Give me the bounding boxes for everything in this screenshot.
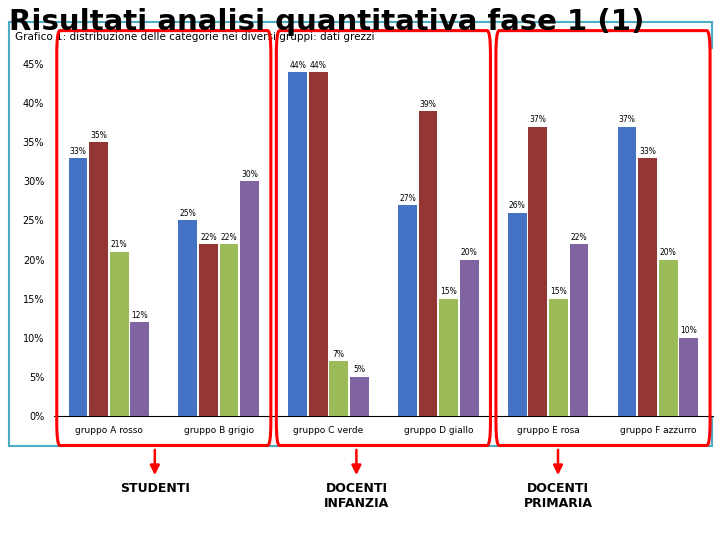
Bar	[528, 127, 547, 416]
Text: 39%: 39%	[420, 100, 436, 109]
Bar	[199, 244, 218, 416]
Bar	[398, 205, 417, 416]
Bar	[459, 260, 479, 416]
Text: 7%: 7%	[333, 350, 345, 359]
Text: 33%: 33%	[639, 147, 656, 156]
Bar	[240, 181, 259, 416]
Text: 27%: 27%	[399, 193, 415, 202]
Bar	[570, 244, 588, 416]
Bar	[288, 72, 307, 416]
Text: STUDENTI: STUDENTI	[120, 482, 190, 495]
Bar	[220, 244, 238, 416]
Bar	[130, 322, 149, 416]
Text: 44%: 44%	[289, 60, 306, 70]
Bar	[618, 127, 636, 416]
Bar	[350, 377, 369, 416]
Text: 30%: 30%	[241, 170, 258, 179]
Bar	[89, 143, 108, 416]
Bar	[329, 361, 348, 416]
Bar	[439, 299, 458, 416]
Text: 26%: 26%	[509, 201, 526, 210]
Text: 22%: 22%	[200, 233, 217, 241]
Text: DOCENTI
INFANZIA: DOCENTI INFANZIA	[324, 482, 389, 510]
Text: 33%: 33%	[70, 147, 86, 156]
Text: 20%: 20%	[660, 248, 677, 257]
Text: 22%: 22%	[221, 233, 238, 241]
Bar	[418, 111, 438, 416]
Text: Grafico 1: distribuzione delle categorie nei diversi gruppi: dati grezzi: Grafico 1: distribuzione delle categorie…	[15, 32, 374, 42]
Text: 15%: 15%	[440, 287, 457, 296]
Text: 37%: 37%	[618, 116, 636, 124]
Bar	[638, 158, 657, 416]
Text: 25%: 25%	[179, 209, 196, 218]
Bar	[549, 299, 568, 416]
Bar	[179, 220, 197, 416]
Bar	[659, 260, 678, 416]
Text: 35%: 35%	[90, 131, 107, 140]
Text: 15%: 15%	[550, 287, 567, 296]
Text: 20%: 20%	[461, 248, 477, 257]
Text: Risultati analisi quantitativa fase 1 (1): Risultati analisi quantitativa fase 1 (1…	[9, 8, 644, 36]
Bar	[109, 252, 129, 416]
Bar	[68, 158, 88, 416]
Bar	[679, 338, 698, 416]
Bar	[309, 72, 328, 416]
Bar	[508, 213, 527, 416]
Text: 22%: 22%	[571, 233, 588, 241]
Text: 37%: 37%	[529, 116, 546, 124]
Text: 44%: 44%	[310, 60, 327, 70]
Text: DOCENTI
PRIMARIA: DOCENTI PRIMARIA	[523, 482, 593, 510]
Text: 5%: 5%	[354, 366, 365, 374]
Text: 21%: 21%	[111, 240, 127, 249]
Text: 10%: 10%	[680, 326, 697, 335]
Text: 12%: 12%	[132, 310, 148, 320]
